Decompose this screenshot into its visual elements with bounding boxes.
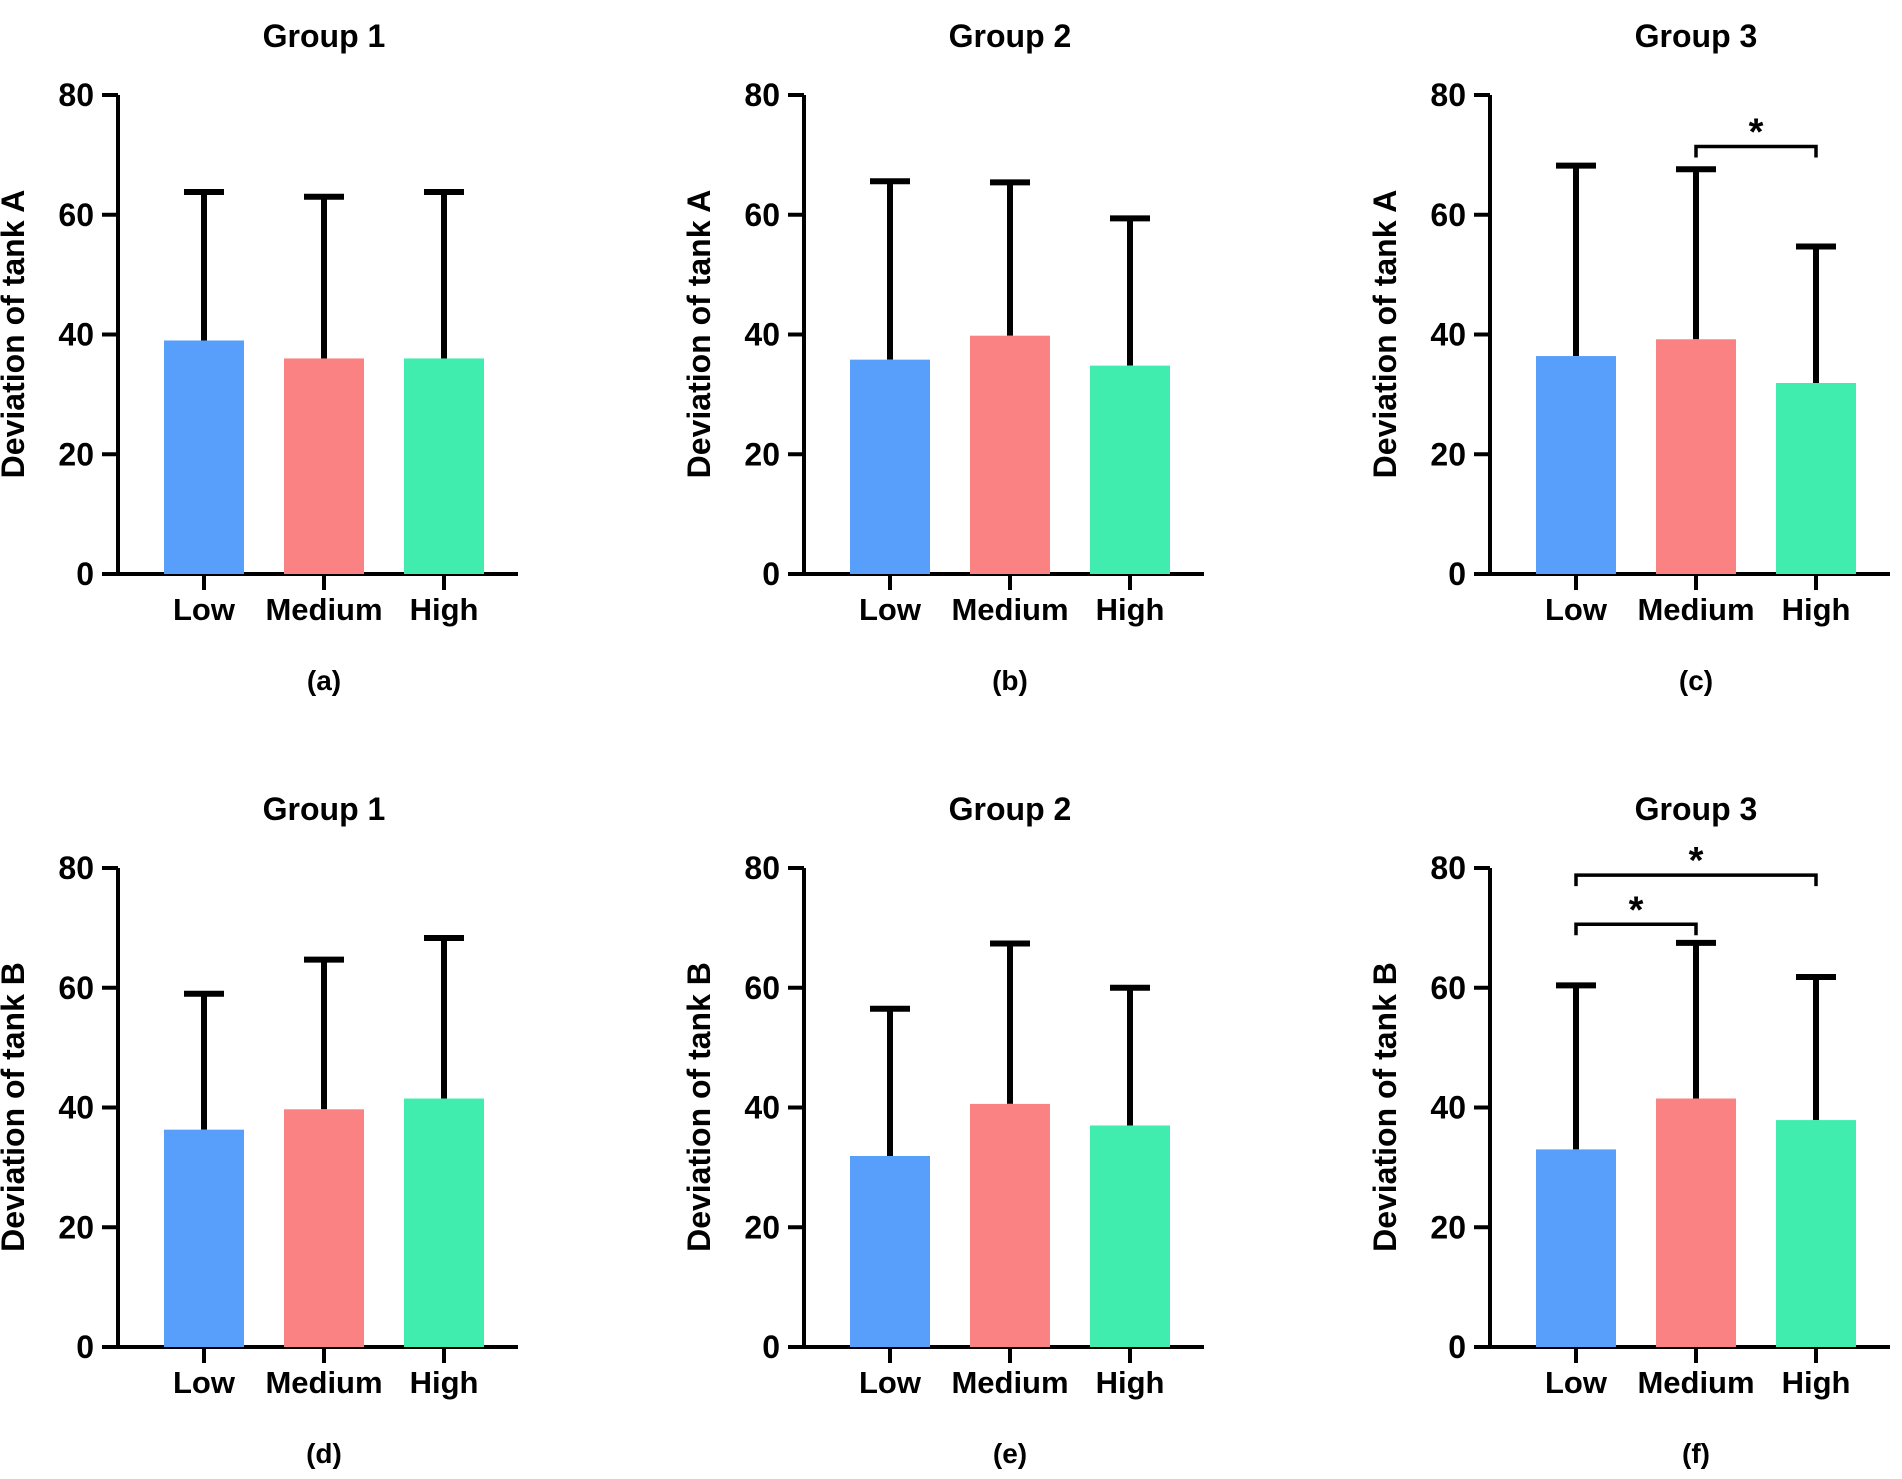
y-tick-label: 0 xyxy=(762,1329,780,1365)
y-tick-label: 60 xyxy=(744,197,780,233)
y-tick-label: 60 xyxy=(744,970,780,1006)
chart-panel-f: Group 3 Deviation of tank B 0 20 40 60 80 Low Me… xyxy=(1367,791,1890,1469)
significance-bracket xyxy=(1574,873,1818,887)
bar-medium xyxy=(1656,339,1736,574)
chart-panel-c: Group 3 Deviation of tank A 0 20 40 60 80 Low Me… xyxy=(1367,18,1890,696)
y-tick-label: 40 xyxy=(744,317,780,353)
significance-bracket xyxy=(1574,922,1698,936)
x-tick-label: Low xyxy=(1545,1365,1608,1400)
y-tick-label: 20 xyxy=(744,436,780,472)
y-tick-label: 0 xyxy=(76,1329,94,1365)
panel-label: (c) xyxy=(1679,665,1713,696)
x-tick-label: Low xyxy=(1545,592,1608,627)
x-tick-label: Low xyxy=(173,1365,236,1400)
significance-bracket xyxy=(1694,144,1818,158)
x-tick-label: High xyxy=(410,592,479,627)
x-tick-label: High xyxy=(1096,1365,1165,1400)
x-tick-label: High xyxy=(1782,592,1851,627)
bar-medium xyxy=(284,358,364,574)
y-axis-label: Deviation of tank A xyxy=(681,190,717,479)
bar-medium xyxy=(970,1103,1050,1347)
bar-low xyxy=(850,359,930,574)
chart-title: Group 2 xyxy=(949,791,1072,827)
bar-low xyxy=(1536,1149,1616,1347)
significance-star: * xyxy=(1689,840,1704,882)
y-tick-label: 20 xyxy=(58,1209,94,1245)
y-axis-label: Deviation of tank B xyxy=(0,962,31,1252)
y-tick-label: 80 xyxy=(58,850,94,886)
bar-high xyxy=(1776,1120,1856,1347)
y-tick-label: 80 xyxy=(1430,850,1466,886)
y-tick-label: 0 xyxy=(1448,556,1466,592)
y-tick-label: 40 xyxy=(58,1090,94,1126)
significance-star: * xyxy=(1629,889,1644,931)
y-tick-label: 40 xyxy=(58,317,94,353)
bar-high xyxy=(404,1098,484,1347)
y-tick-label: 20 xyxy=(1430,436,1466,472)
y-tick-label: 40 xyxy=(1430,1090,1466,1126)
y-tick-label: 80 xyxy=(744,77,780,113)
y-tick-label: 60 xyxy=(58,970,94,1006)
bar-medium xyxy=(284,1109,364,1347)
x-tick-label: High xyxy=(1096,592,1165,627)
y-axis-label: Deviation of tank B xyxy=(1367,962,1403,1252)
significance-star: * xyxy=(1749,111,1764,153)
chart-title: Group 1 xyxy=(263,791,386,827)
panel-label: (d) xyxy=(306,1438,342,1469)
y-axis-label: Deviation of tank A xyxy=(1367,190,1403,479)
chart-panel-b: Group 2 Deviation of tank A 0 20 40 60 80 Low Me… xyxy=(681,18,1204,696)
y-tick-label: 60 xyxy=(1430,970,1466,1006)
y-tick-label: 80 xyxy=(744,850,780,886)
chart-title: Group 3 xyxy=(1635,18,1758,54)
bar-high xyxy=(1776,382,1856,574)
y-tick-label: 60 xyxy=(58,197,94,233)
chart-panel-a: Group 1 Deviation of tank A 0 20 40 60 80 Low Me… xyxy=(0,18,518,696)
bar-low xyxy=(1536,356,1616,574)
x-tick-label: Medium xyxy=(951,592,1068,627)
y-tick-label: 20 xyxy=(1430,1209,1466,1245)
chart-title: Group 3 xyxy=(1635,791,1758,827)
chart-title: Group 1 xyxy=(263,18,386,54)
x-tick-label: Medium xyxy=(265,1365,382,1400)
bar-high xyxy=(1090,1125,1170,1347)
x-tick-label: High xyxy=(1782,1365,1851,1400)
x-tick-label: High xyxy=(410,1365,479,1400)
y-tick-label: 20 xyxy=(744,1209,780,1245)
panel-label: (b) xyxy=(992,665,1028,696)
bar-medium xyxy=(970,335,1050,574)
x-tick-label: Medium xyxy=(1637,592,1754,627)
x-tick-label: Low xyxy=(173,592,236,627)
y-tick-label: 40 xyxy=(744,1090,780,1126)
chart-panel-d: Group 1 Deviation of tank B 0 20 40 60 80 Low Me… xyxy=(0,791,518,1469)
bar-low xyxy=(164,1129,244,1347)
y-tick-label: 60 xyxy=(1430,197,1466,233)
x-tick-label: Medium xyxy=(265,592,382,627)
y-tick-label: 0 xyxy=(1448,1329,1466,1365)
x-tick-label: Low xyxy=(859,592,922,627)
x-tick-label: Low xyxy=(859,1365,922,1400)
panel-label: (e) xyxy=(993,1438,1027,1469)
bar-high xyxy=(404,358,484,574)
y-axis-label: Deviation of tank B xyxy=(681,962,717,1252)
x-tick-label: Medium xyxy=(1637,1365,1754,1400)
y-tick-label: 80 xyxy=(58,77,94,113)
y-tick-label: 0 xyxy=(76,556,94,592)
panel-label: (f) xyxy=(1682,1438,1710,1469)
bar-high xyxy=(1090,365,1170,574)
bar-medium xyxy=(1656,1098,1736,1347)
y-tick-label: 40 xyxy=(1430,317,1466,353)
x-tick-label: Medium xyxy=(951,1365,1068,1400)
panel-label: (a) xyxy=(307,665,341,696)
bar-low xyxy=(164,340,244,574)
chart-panel-e: Group 2 Deviation of tank B 0 20 40 60 80 Low Me… xyxy=(681,791,1204,1469)
chart-title: Group 2 xyxy=(949,18,1072,54)
y-axis-label: Deviation of tank A xyxy=(0,190,31,479)
bar-low xyxy=(850,1155,930,1347)
y-tick-label: 80 xyxy=(1430,77,1466,113)
y-tick-label: 20 xyxy=(58,436,94,472)
y-tick-label: 0 xyxy=(762,556,780,592)
